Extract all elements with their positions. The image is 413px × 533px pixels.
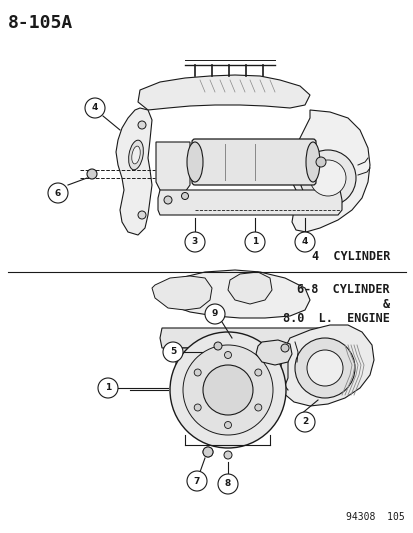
Circle shape (138, 121, 146, 129)
Ellipse shape (187, 142, 202, 182)
Polygon shape (159, 328, 341, 348)
Circle shape (202, 447, 212, 457)
Circle shape (294, 338, 354, 398)
Polygon shape (176, 348, 287, 388)
Circle shape (85, 98, 105, 118)
Circle shape (294, 412, 314, 432)
Circle shape (204, 304, 224, 324)
Ellipse shape (305, 142, 319, 182)
Polygon shape (116, 108, 152, 235)
Text: 5: 5 (169, 348, 176, 357)
Text: &: & (382, 298, 389, 311)
Circle shape (223, 451, 231, 459)
Circle shape (187, 471, 206, 491)
Circle shape (181, 192, 188, 199)
Polygon shape (156, 142, 190, 196)
Circle shape (48, 183, 68, 203)
Circle shape (138, 211, 146, 219)
Text: 9: 9 (211, 310, 218, 319)
Circle shape (164, 196, 171, 204)
Polygon shape (152, 276, 211, 310)
Text: 6-8  CYLINDER: 6-8 CYLINDER (297, 283, 389, 296)
Circle shape (254, 369, 261, 376)
Circle shape (244, 232, 264, 252)
Polygon shape (255, 340, 291, 365)
Circle shape (224, 351, 231, 359)
Circle shape (306, 350, 342, 386)
Polygon shape (277, 325, 373, 406)
FancyBboxPatch shape (192, 139, 315, 185)
Text: 6: 6 (55, 189, 61, 198)
Text: 4  CYLINDER: 4 CYLINDER (311, 250, 389, 263)
Text: 8.0  L.  ENGINE: 8.0 L. ENGINE (282, 312, 389, 325)
Circle shape (202, 365, 252, 415)
Text: 4: 4 (92, 103, 98, 112)
Text: 8-105A: 8-105A (8, 14, 73, 32)
Circle shape (98, 378, 118, 398)
Text: 1: 1 (251, 238, 257, 246)
Circle shape (185, 232, 204, 252)
Polygon shape (158, 270, 309, 318)
Text: 7: 7 (193, 477, 200, 486)
Circle shape (194, 369, 201, 376)
Circle shape (224, 422, 231, 429)
Text: 8: 8 (224, 480, 230, 489)
Circle shape (214, 342, 221, 350)
Circle shape (202, 447, 212, 457)
Text: 4: 4 (301, 238, 307, 246)
Circle shape (299, 150, 355, 206)
Text: 3: 3 (191, 238, 198, 246)
Text: 1: 1 (104, 384, 111, 392)
Ellipse shape (131, 146, 140, 164)
Circle shape (254, 404, 261, 411)
Circle shape (309, 160, 345, 196)
Circle shape (280, 344, 288, 352)
Polygon shape (287, 110, 369, 232)
Circle shape (315, 157, 325, 167)
Circle shape (170, 332, 285, 448)
Circle shape (194, 404, 201, 411)
Circle shape (163, 342, 183, 362)
Text: 2: 2 (301, 417, 307, 426)
Circle shape (183, 345, 272, 435)
Circle shape (87, 169, 97, 179)
Circle shape (294, 232, 314, 252)
Polygon shape (158, 190, 341, 215)
Ellipse shape (128, 140, 143, 170)
Circle shape (218, 474, 237, 494)
Polygon shape (228, 272, 271, 304)
Polygon shape (138, 75, 309, 110)
Text: 94308  105: 94308 105 (345, 512, 404, 522)
